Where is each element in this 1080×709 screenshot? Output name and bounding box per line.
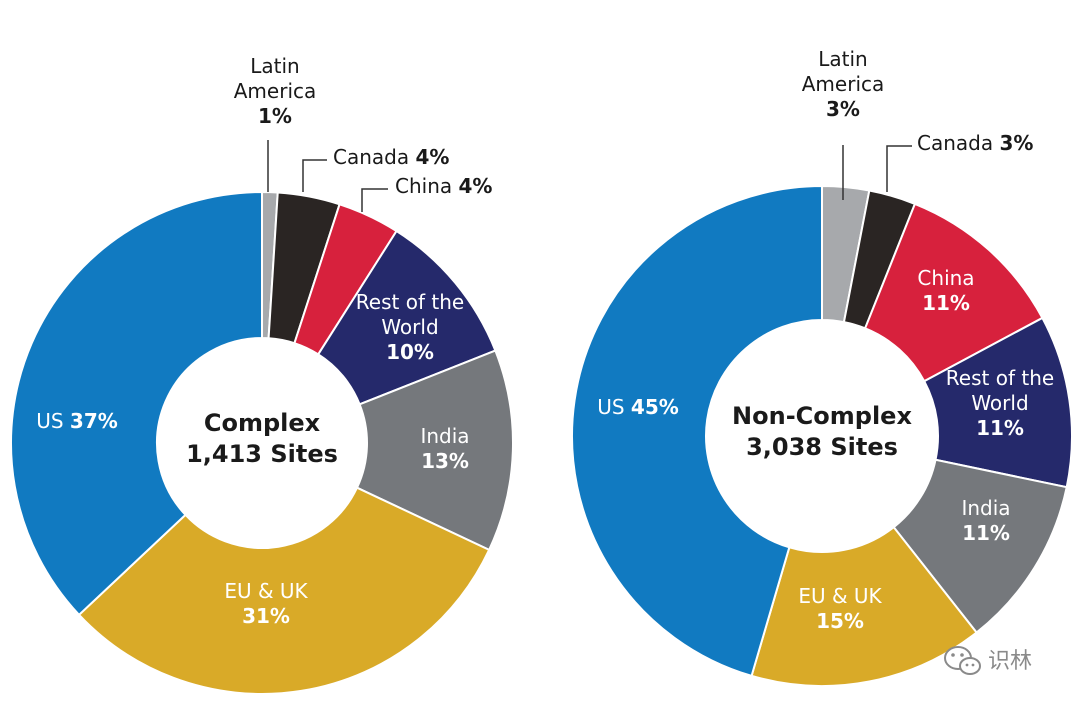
slice-label-us: US 45% xyxy=(597,395,679,419)
slice-label-china: China 4% xyxy=(395,174,492,198)
slice-label-india: India 13% xyxy=(420,424,469,473)
watermark: 识林 xyxy=(940,640,1060,680)
leader-line-canada xyxy=(886,145,912,192)
leader-line-canada xyxy=(302,159,327,192)
slice-label-latin-america: Latin America 3% xyxy=(802,47,885,121)
wechat-icon: 识林 xyxy=(944,646,1032,675)
leader-line-china xyxy=(361,188,388,212)
donut-chart-2: Latin America 3% Canada 3% China 11% Rest of t… xyxy=(571,47,1073,687)
slice-us xyxy=(571,184,823,678)
slice-eu-and-uk xyxy=(750,525,978,687)
slice-india xyxy=(355,349,514,552)
center-title: Non-Complex xyxy=(732,402,912,430)
slice-label-china: China 11% xyxy=(917,266,974,315)
center-subtitle: 3,038 Sites xyxy=(746,433,898,461)
watermark-text: 识林 xyxy=(988,649,1032,674)
slice-label-us: US 37% xyxy=(36,409,118,433)
slice-label-canada: Canada 4% xyxy=(333,145,449,169)
slice-label-rest-of-the-world: Rest of the World 10% xyxy=(356,290,464,364)
slice-label-india: India 11% xyxy=(961,496,1010,545)
center-title: Complex xyxy=(204,409,321,437)
slice-eu-and-uk xyxy=(77,486,491,695)
slice-label-rest-of-the-world: Rest of the World 11% xyxy=(946,366,1054,440)
slice-label-eu-and-uk: EU & UK 15% xyxy=(798,584,882,633)
slice-label-canada: Canada 3% xyxy=(917,131,1033,155)
slice-us xyxy=(10,190,263,617)
center-subtitle: 1,413 Sites xyxy=(186,440,338,468)
slice-label-eu-and-uk: EU & UK 31% xyxy=(224,579,308,628)
donut-chart-1: Latin America 1% Canada 4% China 4% Rest of t… xyxy=(10,54,514,695)
slice-label-latin-america: Latin America 1% xyxy=(234,54,317,128)
